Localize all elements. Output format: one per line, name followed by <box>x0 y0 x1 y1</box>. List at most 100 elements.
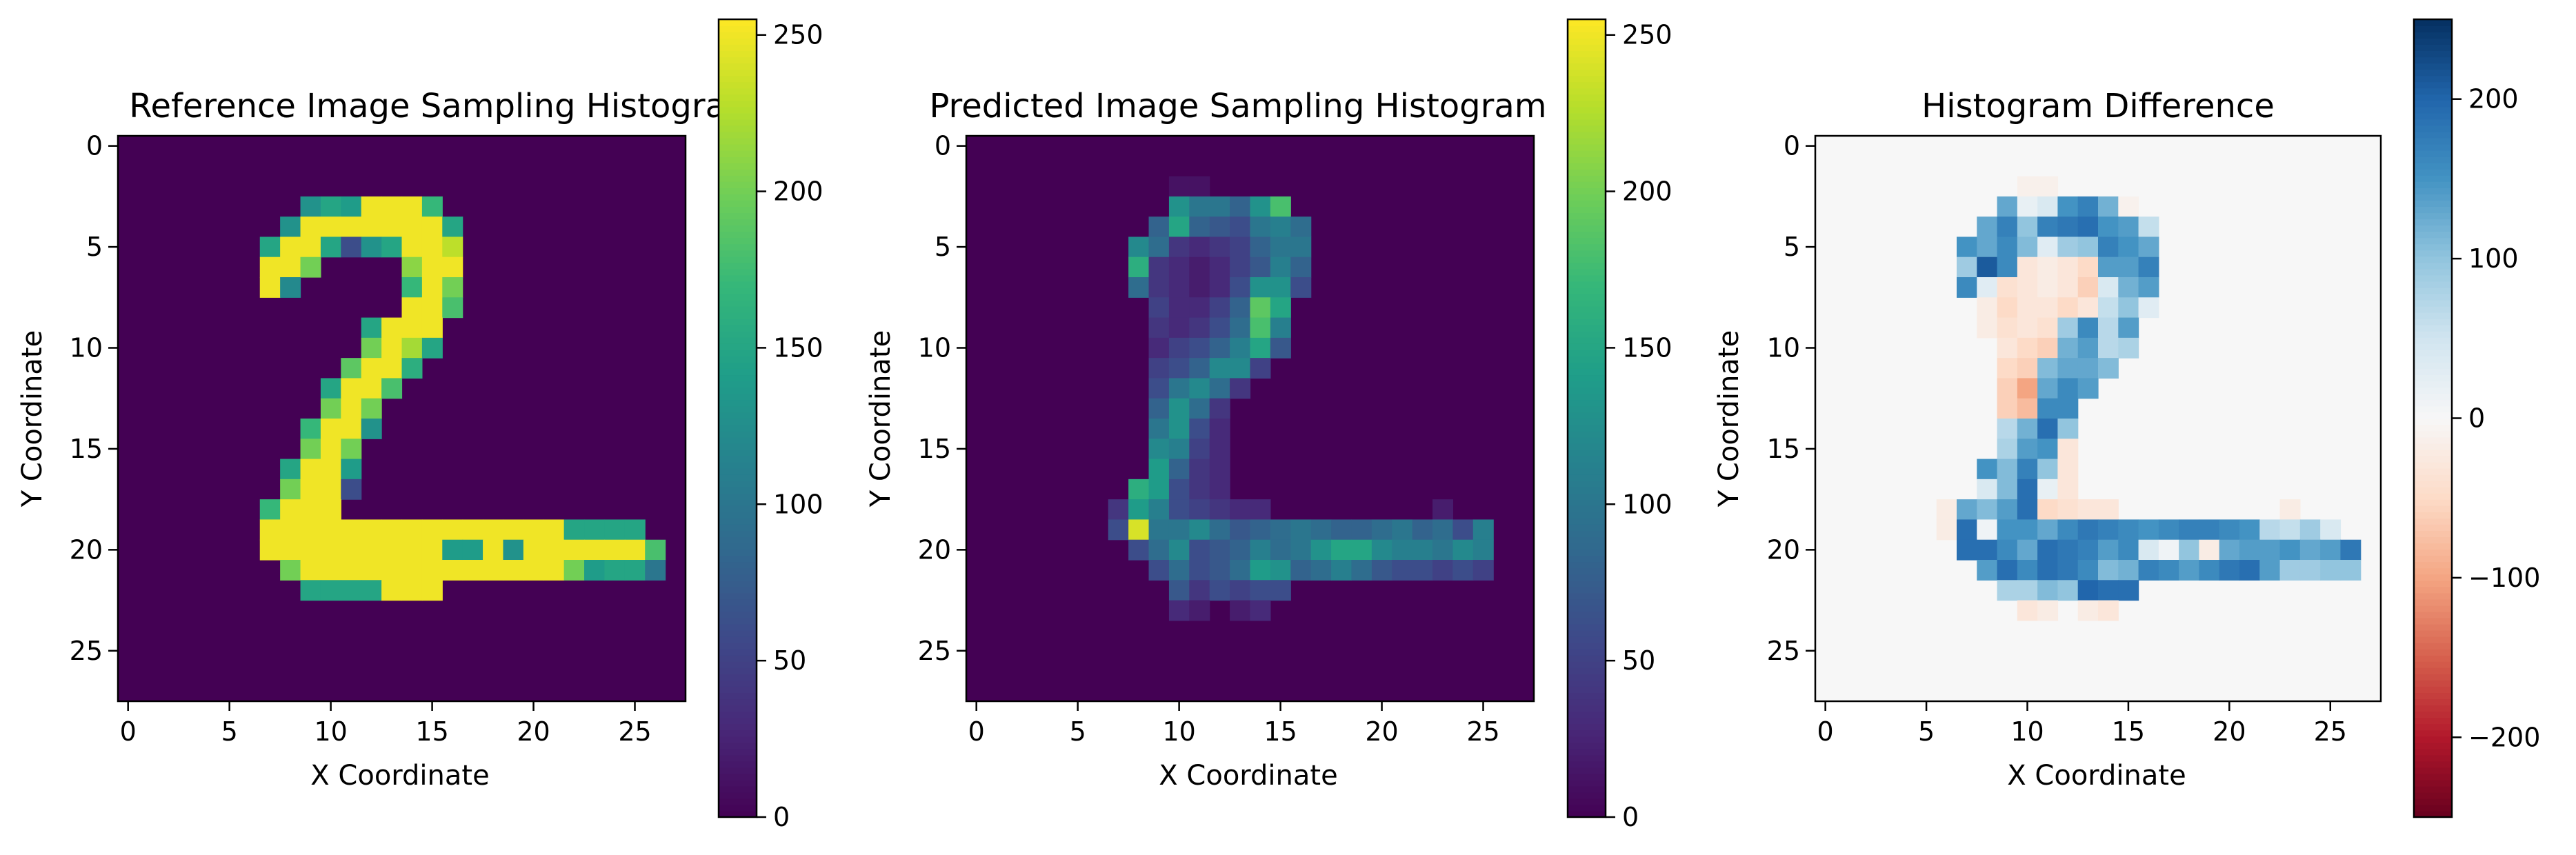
colorbar-segment <box>2414 773 2452 781</box>
heatmap-cell <box>2017 419 2038 439</box>
colorbar-segment <box>719 486 757 494</box>
colorbar: 0 50 100 150 200 250 <box>1566 18 1673 832</box>
heatmap-cell <box>1108 519 1129 541</box>
heatmap-cell <box>2057 358 2079 379</box>
heatmap-cell <box>280 256 301 278</box>
colorbar-segment <box>2414 717 2452 725</box>
heatmap-cell <box>2138 277 2159 298</box>
heatmap-cell <box>2057 479 2079 500</box>
colorbar-segment <box>2414 262 2452 270</box>
heatmap-cell <box>300 217 321 238</box>
heatmap-cell <box>604 560 626 581</box>
colorbar-segment <box>1568 274 1606 282</box>
heatmap-cell <box>1189 600 1210 621</box>
colorbar-segment <box>1568 730 1606 737</box>
heatmap-cell <box>1189 519 1210 541</box>
y-tick-label: 0 <box>1784 131 1800 161</box>
colorbar-tick-label: 250 <box>1622 20 1673 50</box>
heatmap-cell <box>1997 297 2018 319</box>
x-axis-label: X Coordinate <box>1159 760 1337 792</box>
colorbar-segment <box>719 206 757 214</box>
colorbar-segment <box>719 674 757 681</box>
colorbar-segment <box>719 586 757 594</box>
difference-histogram-panel: Histogram Difference X Coordinate Y Coor… <box>1713 18 2540 818</box>
heatmap-cell <box>1230 600 1251 621</box>
heatmap-cell <box>1189 277 1210 298</box>
heatmap-cell <box>2037 277 2059 298</box>
x-tick-label: 5 <box>221 716 238 747</box>
heatmap-cell <box>442 519 463 541</box>
colorbar-segment <box>719 287 757 294</box>
heatmap-cell <box>2057 196 2079 217</box>
heatmap-cell <box>421 297 443 319</box>
colorbar-segment <box>2414 785 2452 793</box>
heatmap-cell <box>1997 419 2018 439</box>
colorbar-segment <box>719 162 757 170</box>
colorbar-segment <box>1568 219 1606 226</box>
heatmap-cell <box>2077 519 2099 541</box>
colorbar-segment <box>1568 19 1606 26</box>
colorbar-segment <box>2414 57 2452 64</box>
heatmap-cell <box>1957 519 1977 541</box>
colorbar-segment <box>719 461 757 469</box>
heatmap-cell <box>300 459 321 480</box>
heatmap-cell <box>2118 277 2139 298</box>
heatmap-cell <box>2037 419 2059 439</box>
heatmap-cell <box>341 459 362 480</box>
heatmap-cell <box>2138 539 2159 561</box>
colorbar-segment <box>1568 711 1606 718</box>
heatmap-cell <box>320 560 341 581</box>
heatmap-cell <box>381 519 403 541</box>
heatmap-cell <box>1128 519 1150 541</box>
colorbar-segment <box>1568 299 1606 307</box>
colorbar-segment <box>719 711 757 718</box>
heatmap-cell <box>1997 479 2018 500</box>
colorbar-segment <box>1568 505 1606 512</box>
heatmap-cell <box>624 519 646 541</box>
heatmap-cell <box>341 580 362 601</box>
colorbar-segment <box>1568 648 1606 656</box>
heatmap-cell <box>2077 196 2099 217</box>
heatmap-cell <box>421 196 443 217</box>
heatmap-cell <box>2017 277 2038 298</box>
heatmap-cell <box>1977 560 1998 581</box>
colorbar-segment <box>719 524 757 531</box>
y-tick-label: 15 <box>70 434 103 464</box>
colorbar-segment <box>1568 798 1606 805</box>
heatmap-cell <box>1250 217 1271 238</box>
heatmap-cell <box>259 237 281 258</box>
colorbar-segment <box>1568 393 1606 401</box>
x-tick-label: 15 <box>2112 716 2145 747</box>
colorbar-segment <box>1568 674 1606 681</box>
heatmap-cell <box>401 560 423 581</box>
colorbar-segment <box>2414 274 2452 282</box>
colorbar-segment <box>2414 32 2452 39</box>
x-tick-label: 10 <box>314 716 347 747</box>
heatmap-cell <box>1209 317 1230 339</box>
heatmap-cell <box>361 519 382 541</box>
heatmap-cell <box>523 539 544 561</box>
colorbar-segment <box>719 549 757 556</box>
colorbar-segment <box>1568 530 1606 538</box>
heatmap-cell <box>401 519 423 541</box>
heatmap-cell <box>2017 398 2038 419</box>
heatmap-cell <box>2057 378 2079 399</box>
heatmap-cell <box>2077 539 2099 561</box>
colorbar-segment <box>2414 324 2452 332</box>
heatmap-cell <box>1977 217 1998 238</box>
heatmap-cell <box>280 277 301 298</box>
heatmap-cell <box>1168 196 1190 217</box>
colorbar-segment <box>1568 94 1606 101</box>
heatmap-cell <box>1977 317 1998 339</box>
colorbar-segment <box>1568 667 1606 674</box>
heatmap-cell <box>421 256 443 278</box>
colorbar-segment <box>2414 212 2452 220</box>
heatmap-cell <box>2098 317 2119 339</box>
heatmap-cell <box>1977 539 1998 561</box>
x-tick-label: 20 <box>517 716 550 747</box>
heatmap-cell <box>1290 560 1312 581</box>
colorbar-segment <box>2414 680 2452 687</box>
colorbar-segment <box>719 350 757 356</box>
colorbar-segment <box>1568 605 1606 612</box>
colorbar-segment <box>2414 330 2452 338</box>
